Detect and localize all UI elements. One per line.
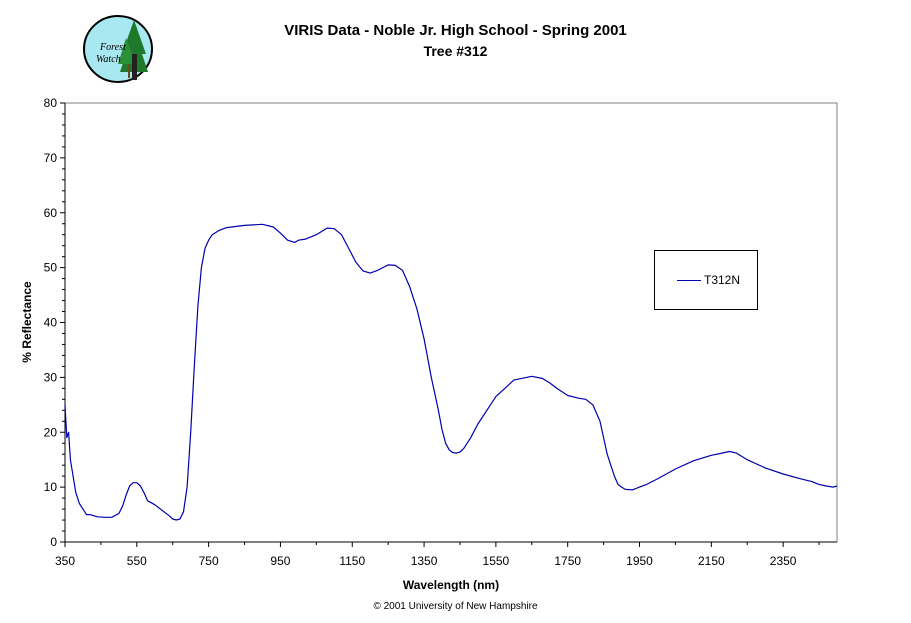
x-tick-label: 750 [199,554,219,568]
y-tick-label: 0 [50,535,57,549]
y-tick-label: 50 [44,261,58,275]
x-tick-label: 350 [55,554,75,568]
y-axis-ticks: 0 10 20 30 40 50 60 70 80 [44,96,65,549]
x-tick-label: 550 [127,554,147,568]
y-tick-label: 60 [44,206,58,220]
logo-text-watch: Watch [96,54,121,65]
chart-subtitle: Tree #312 [423,43,488,59]
legend: T312N [654,250,758,310]
logo-text-forest: Forest [99,42,126,53]
forest-watch-logo: Forest Watch [83,15,153,83]
copyright-footer: © 2001 University of New Hampshire [373,601,538,612]
logo-person-icon [132,54,137,80]
x-axis-ticks: 350 550 750 950 1150 1350 1550 1750 1950 2150 2350 [55,542,820,568]
y-tick-label: 70 [44,151,58,165]
legend-swatch [677,280,701,281]
series-line-t312n [64,223,838,521]
x-tick-label: 2150 [698,554,725,568]
x-tick-label: 1950 [626,554,653,568]
y-tick-label: 10 [44,480,58,494]
series-group [64,223,838,521]
y-tick-label: 80 [44,96,58,110]
y-tick-label: 20 [44,425,58,439]
x-tick-label: 1350 [411,554,438,568]
x-tick-label: 1150 [339,554,365,568]
x-tick-label: 2350 [770,554,797,568]
plot-area [64,102,838,543]
x-axis-title: Wavelength (nm) [403,578,499,592]
y-axis-title: % Reflectance [20,281,34,363]
y-tick-label: 30 [44,370,58,384]
y-tick-label: 40 [44,316,58,330]
x-tick-label: 950 [270,554,290,568]
legend-label: T312N [704,273,741,287]
x-tick-label: 1550 [483,554,510,568]
chart-title: VIRIS Data - Noble Jr. High School - Spr… [284,22,627,39]
x-tick-label: 1750 [554,554,581,568]
